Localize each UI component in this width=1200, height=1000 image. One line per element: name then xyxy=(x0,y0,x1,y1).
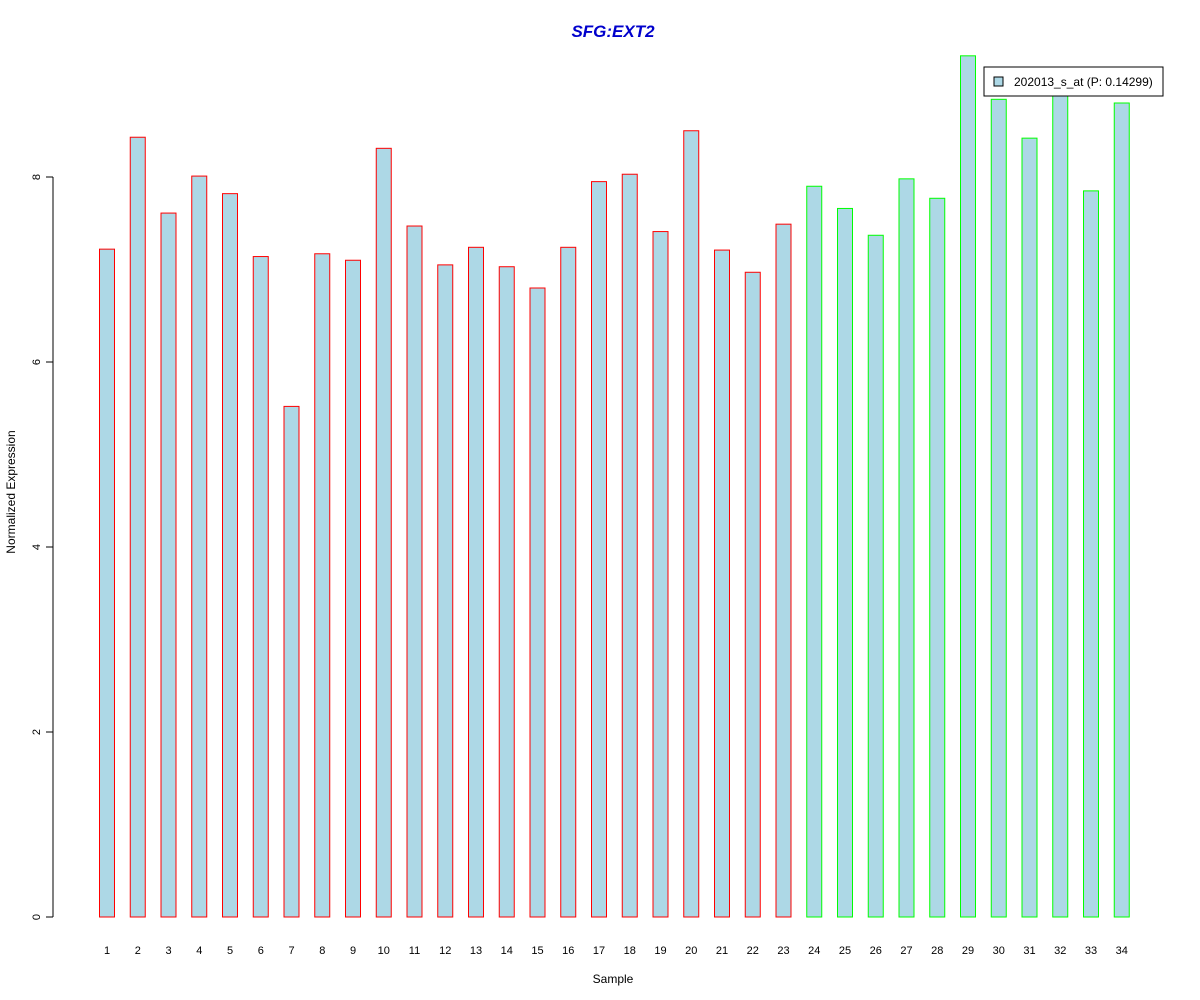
bar-sample-27 xyxy=(898,178,915,918)
x-axis-tick-label: 30 xyxy=(993,945,1005,957)
bar-sample-30 xyxy=(990,98,1007,918)
y-axis-tick-label: 4 xyxy=(31,544,43,550)
bar-sample-18 xyxy=(621,173,638,918)
x-axis-tick-label: 13 xyxy=(470,945,482,957)
bar-sample-2 xyxy=(129,136,146,918)
bar-sample-11 xyxy=(406,225,423,918)
x-axis-tick-label: 7 xyxy=(288,945,294,957)
bar-sample-9 xyxy=(345,259,361,918)
bar-sample-16 xyxy=(560,246,577,918)
x-axis-tick-label: 12 xyxy=(439,945,451,957)
y-axis-tick-label: 6 xyxy=(31,359,43,365)
y-axis-tick-label: 0 xyxy=(31,914,43,920)
x-axis-tick-label: 3 xyxy=(165,945,171,957)
x-axis-tick-label: 31 xyxy=(1023,945,1035,957)
x-axis-tick-label: 24 xyxy=(808,945,820,957)
x-axis-tick-label: 15 xyxy=(531,945,543,957)
x-axis-tick-label: 33 xyxy=(1085,945,1097,957)
x-axis-tick-label: 21 xyxy=(716,945,728,957)
bar-sample-24 xyxy=(806,185,823,918)
x-axis-tick-label: 14 xyxy=(501,945,513,957)
x-axis-tick-label: 20 xyxy=(685,945,697,957)
x-axis-tick-label: 28 xyxy=(931,945,943,957)
x-axis-tick-label: 22 xyxy=(747,945,759,957)
bar-sample-23 xyxy=(775,223,792,918)
bar-sample-6 xyxy=(252,256,269,918)
y-axis-tick-label: 2 xyxy=(31,729,43,735)
x-axis-tick-label: 17 xyxy=(593,945,605,957)
bar-sample-21 xyxy=(714,249,730,918)
legend: 202013_s_at (P: 0.14299) xyxy=(983,66,1164,97)
x-axis-tick-label: 23 xyxy=(777,945,789,957)
bar-sample-10 xyxy=(375,147,392,918)
bar-sample-13 xyxy=(468,246,484,918)
x-axis-tick-label: 6 xyxy=(258,945,264,957)
bar-sample-20 xyxy=(683,130,700,918)
x-axis-tick-label: 10 xyxy=(378,945,390,957)
bar-sample-15 xyxy=(529,287,546,918)
bar-sample-28 xyxy=(929,197,946,918)
x-axis-label: Sample xyxy=(593,972,634,986)
bar-sample-19 xyxy=(652,231,669,918)
bar-sample-12 xyxy=(437,264,454,918)
bar-sample-17 xyxy=(591,181,607,918)
bar-sample-31 xyxy=(1021,137,1038,918)
x-axis-tick-label: 27 xyxy=(900,945,912,957)
bar-sample-22 xyxy=(744,271,761,918)
legend-swatch xyxy=(993,76,1004,87)
bar-sample-8 xyxy=(314,253,331,918)
y-axis: 0 2 4 6 8 xyxy=(31,174,54,920)
bar-sample-1 xyxy=(99,248,115,918)
bar-sample-32 xyxy=(1052,94,1069,918)
x-axis-tick-label: 1 xyxy=(104,945,110,957)
bar-sample-5 xyxy=(222,193,238,918)
x-axis-tick-label: 2 xyxy=(135,945,141,957)
bar-sample-14 xyxy=(498,266,515,918)
x-axis-tick-label: 25 xyxy=(839,945,851,957)
bars-group xyxy=(99,55,1130,918)
bar-sample-33 xyxy=(1083,190,1099,918)
legend-label: 202013_s_at (P: 0.14299) xyxy=(1014,75,1153,89)
x-axis-tick-label: 16 xyxy=(562,945,574,957)
x-axis-tick-label: 34 xyxy=(1116,945,1128,957)
bar-sample-4 xyxy=(191,175,208,918)
bar-sample-25 xyxy=(837,207,853,918)
x-axis-tick-labels: 1 2 3 4 5 6 7 8 9 10 11 12 13 14 15 16 17 18 19 20 21 22 23 24 2… xyxy=(104,945,1128,957)
x-axis-tick-label: 11 xyxy=(409,945,420,957)
x-axis-tick-label: 29 xyxy=(962,945,974,957)
chart-title: SFG:EXT2 xyxy=(571,22,655,41)
bar-sample-34 xyxy=(1113,102,1130,918)
legend-box xyxy=(983,66,1164,97)
x-axis-tick-label: 9 xyxy=(350,945,356,957)
bar-sample-29 xyxy=(960,55,976,918)
y-axis-label: Normalized Expression xyxy=(4,430,18,553)
bar-sample-26 xyxy=(867,234,884,918)
x-axis-tick-label: 26 xyxy=(870,945,882,957)
x-axis-tick-label: 18 xyxy=(624,945,636,957)
bar-sample-3 xyxy=(160,212,177,918)
x-axis-tick-label: 5 xyxy=(227,945,233,957)
x-axis-tick-label: 8 xyxy=(319,945,325,957)
x-axis-tick-label: 4 xyxy=(196,945,202,957)
bar-sample-7 xyxy=(283,405,300,918)
x-axis-tick-label: 32 xyxy=(1054,945,1066,957)
x-axis-tick-label: 19 xyxy=(654,945,666,957)
y-axis-tick-label: 8 xyxy=(31,174,43,180)
